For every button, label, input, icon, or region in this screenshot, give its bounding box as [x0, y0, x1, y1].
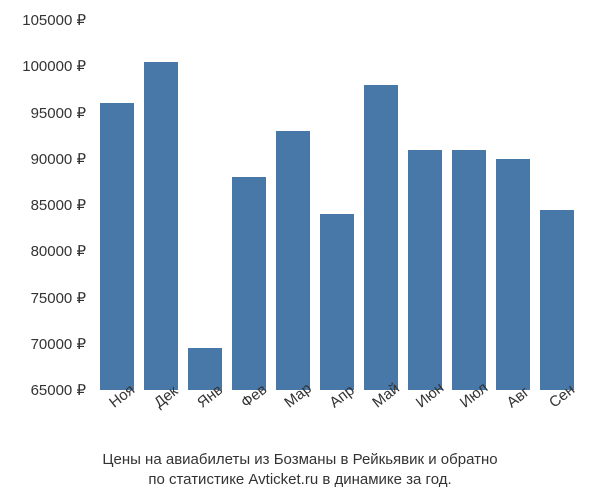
- x-label-slot: Июл: [450, 392, 488, 452]
- x-label-slot: Ноя: [98, 392, 136, 452]
- y-tick-label: 105000 ₽: [22, 11, 86, 29]
- bar: [540, 210, 573, 390]
- x-label-slot: Мар: [274, 392, 312, 452]
- bars-container: [92, 20, 582, 390]
- y-axis: 65000 ₽70000 ₽75000 ₽80000 ₽85000 ₽90000…: [0, 20, 92, 390]
- x-label-slot: Сен: [538, 392, 576, 452]
- bar: [276, 131, 309, 390]
- bar-slot: [98, 20, 136, 390]
- x-label-slot: Июн: [406, 392, 444, 452]
- price-bar-chart: 65000 ₽ 70000 ₽ 75000 ₽ 80000 ₽ 85000 ₽ 90000…: [0, 0, 600, 500]
- x-label-slot: Янв: [186, 392, 224, 452]
- chart-caption: Цены на авиабилеты из Бозманы в Рейкьяви…: [0, 450, 600, 491]
- bar: [100, 103, 133, 390]
- caption-line-1: Цены на авиабилеты из Бозманы в Рейкьяви…: [102, 451, 497, 468]
- bar-slot: [318, 20, 356, 390]
- x-label-slot: Дек: [142, 392, 180, 452]
- bar: [364, 85, 397, 390]
- plot-area: [92, 20, 582, 390]
- bar-slot: [494, 20, 532, 390]
- bar-slot: [142, 20, 180, 390]
- y-tick-label: 70000 ₽: [31, 335, 86, 353]
- bar: [408, 150, 441, 391]
- bar: [452, 150, 485, 391]
- bar: [144, 62, 177, 390]
- bar-slot: [450, 20, 488, 390]
- caption-line-2: по статистике Avticket.ru в динамике за …: [148, 471, 451, 488]
- y-tick-label: 90000 ₽: [31, 150, 86, 168]
- y-tick-label: 85000 ₽: [31, 196, 86, 214]
- bar: [232, 177, 265, 390]
- bar-slot: [538, 20, 576, 390]
- y-tick-label: 65000 ₽: [31, 381, 86, 399]
- x-label-slot: Май: [362, 392, 400, 452]
- bar: [496, 159, 529, 390]
- bar: [320, 214, 353, 390]
- bar-slot: [362, 20, 400, 390]
- x-label-slot: Апр: [318, 392, 356, 452]
- y-tick-label: 80000 ₽: [31, 242, 86, 260]
- x-axis: НояДекЯнвФевМарАпрМайИюнИюлАвгСен: [92, 392, 582, 452]
- x-label-slot: Авг: [494, 392, 532, 452]
- bar-slot: [230, 20, 268, 390]
- y-tick-label: 95000 ₽: [31, 104, 86, 122]
- bar-slot: [186, 20, 224, 390]
- y-tick-label: 75000 ₽: [31, 289, 86, 307]
- bar-slot: [274, 20, 312, 390]
- bar-slot: [406, 20, 444, 390]
- x-label-slot: Фев: [230, 392, 268, 452]
- y-tick-label: 100000 ₽: [22, 57, 86, 75]
